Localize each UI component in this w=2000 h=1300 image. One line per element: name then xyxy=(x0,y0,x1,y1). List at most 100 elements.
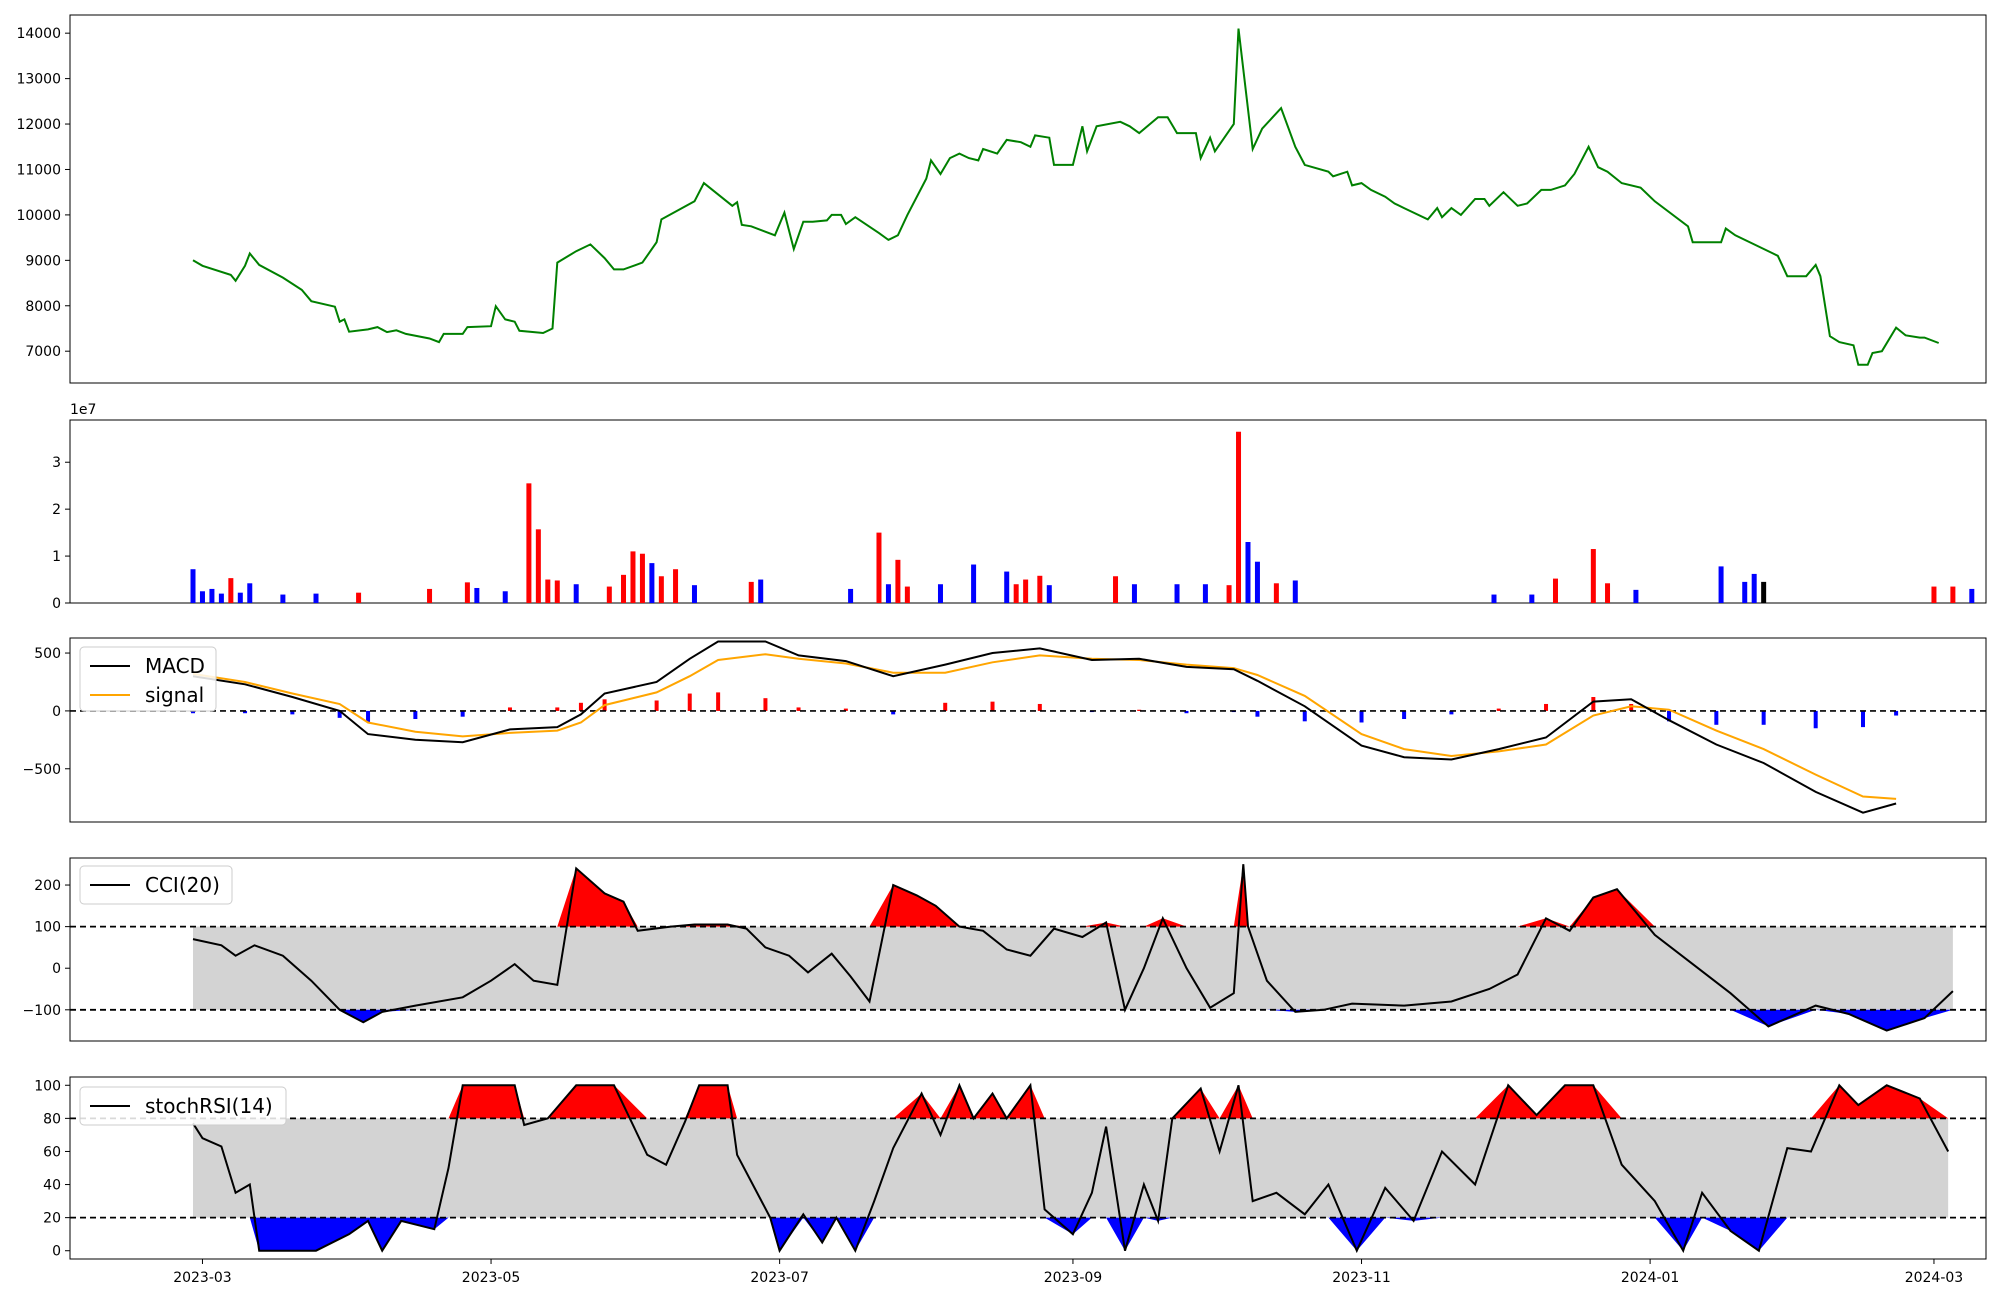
y-tick-label: −500 xyxy=(23,762,61,778)
volume-bar xyxy=(1292,580,1298,603)
macd-histogram-bar xyxy=(1544,703,1549,711)
price-axes-frame xyxy=(69,14,1987,384)
volume-bar xyxy=(464,582,470,603)
y-tick-label: 0 xyxy=(52,1244,61,1260)
oversold-fill xyxy=(193,1009,1953,1031)
volume-panel: 1e7 0 1 2 3 xyxy=(52,402,1987,612)
y-tick-label: 1 xyxy=(52,549,61,565)
macd-histogram-bar xyxy=(687,693,692,711)
stochrsi-panel: 0 20 40 60 80 100 stochRSI(14) 2023-03 2023-05… xyxy=(34,1076,1987,1286)
volume-bar xyxy=(280,594,286,603)
volume-bar xyxy=(1023,579,1029,603)
macd-legend: MACD signal xyxy=(79,646,217,712)
volume-bar xyxy=(1605,583,1611,603)
macd-histogram-bar xyxy=(1591,697,1596,711)
y-tick-label: 0 xyxy=(52,961,61,977)
y-tick-label: 3 xyxy=(52,455,61,471)
volume-bar xyxy=(649,563,655,603)
macd-histogram-bar xyxy=(555,707,560,711)
y-tick-label: 500 xyxy=(34,646,61,662)
volume-bar xyxy=(937,584,943,603)
volume-bar xyxy=(526,483,532,603)
macd-panel: −500 0 500 MACD signal xyxy=(23,637,1987,823)
volume-bar xyxy=(1633,589,1639,603)
x-tick-label: 2023-09 xyxy=(1044,1270,1103,1286)
cci-neutral-band xyxy=(193,926,1953,1010)
volume-bar xyxy=(1245,542,1251,603)
volume-bar xyxy=(237,592,243,603)
cci-line xyxy=(192,864,1954,1032)
macd-legend-label: MACD xyxy=(145,654,205,678)
volume-bar xyxy=(356,592,362,603)
volume-bar xyxy=(1236,431,1242,603)
y-tick-label: −100 xyxy=(23,1003,61,1019)
y-tick-label: 80 xyxy=(43,1111,61,1127)
price-panel: 7000 8000 9000 10000 11000 12000 13000 14000 xyxy=(16,14,1987,384)
y-tick-label: 12000 xyxy=(16,117,61,133)
cci-legend: CCI(20) xyxy=(79,865,233,905)
macd-histogram-bar xyxy=(1667,710,1672,722)
volume-bar xyxy=(1202,584,1208,603)
cci-legend-label: CCI(20) xyxy=(145,873,220,897)
stochrsi-legend: stochRSI(14) xyxy=(79,1086,287,1126)
macd-histogram-bar xyxy=(763,698,768,711)
stochrsi-legend-label: stochRSI(14) xyxy=(145,1094,273,1118)
y-tick-label: 10000 xyxy=(16,208,61,224)
volume-bar xyxy=(1969,588,1975,603)
macd-axes-frame xyxy=(69,637,1987,823)
macd-histogram-bar xyxy=(843,708,848,711)
macd-histogram-bar xyxy=(891,710,896,715)
y-tick-label: 0 xyxy=(52,704,61,720)
stochrsi-neutral-band xyxy=(193,1118,1949,1218)
macd-histogram-bar xyxy=(243,710,248,714)
macd-histogram-bar xyxy=(1813,710,1818,729)
macd-histogram-bar xyxy=(578,702,583,711)
price-line xyxy=(192,28,1940,366)
volume-bar xyxy=(1590,549,1596,603)
macd-histogram-bar xyxy=(1037,703,1042,711)
volume-bar xyxy=(247,583,253,603)
volume-bar xyxy=(209,588,215,603)
volume-bar xyxy=(1552,578,1558,603)
volume-bar xyxy=(1529,594,1535,603)
x-axis-ticks: 2023-03 2023-05 2023-07 2023-09 2023-11 2024-… xyxy=(173,1259,1963,1286)
overbought-fill xyxy=(193,1085,1949,1119)
macd-histogram-bar xyxy=(460,710,465,717)
volume-bar xyxy=(1004,571,1010,603)
volume-bar xyxy=(1491,594,1497,603)
volume-bar xyxy=(1950,586,1956,603)
macd-histogram-bar xyxy=(796,707,801,711)
macd-histogram-bar xyxy=(507,707,512,711)
volume-bar xyxy=(885,584,891,603)
volume-bar xyxy=(1174,584,1180,603)
volume-bars xyxy=(190,431,1975,603)
volume-bar xyxy=(621,574,627,603)
volume-bar xyxy=(1742,581,1748,603)
macd-histogram-bar xyxy=(1629,703,1634,711)
macd-histogram-bar xyxy=(1860,710,1865,728)
stochrsi-y-ticks: 0 20 40 60 80 100 xyxy=(34,1078,70,1260)
signal-legend-label: signal xyxy=(145,683,204,707)
volume-bar xyxy=(474,587,480,603)
volume-bar xyxy=(971,564,977,603)
macd-histogram-bar xyxy=(943,702,948,711)
macd-histogram-bar xyxy=(191,710,196,714)
macd-histogram-bar xyxy=(1302,710,1307,722)
macd-histogram-bar xyxy=(1137,709,1142,711)
volume-bar xyxy=(502,591,508,603)
volume-bar xyxy=(228,578,234,603)
macd-histogram-bar xyxy=(366,710,371,723)
x-tick-label: 2023-11 xyxy=(1332,1270,1391,1286)
stochrsi-legend-box xyxy=(79,1086,287,1126)
volume-bar xyxy=(313,593,319,603)
volume-bar xyxy=(748,581,754,603)
volume-bar xyxy=(758,579,764,603)
y-tick-label: 7000 xyxy=(25,344,61,360)
volume-bar xyxy=(218,593,224,603)
volume-bar xyxy=(1226,585,1232,603)
volume-bar xyxy=(1131,584,1137,603)
stochrsi-line xyxy=(192,1082,1950,1254)
price-y-ticks: 7000 8000 9000 10000 11000 12000 13000 14000 xyxy=(16,26,70,360)
volume-bar xyxy=(554,580,560,603)
